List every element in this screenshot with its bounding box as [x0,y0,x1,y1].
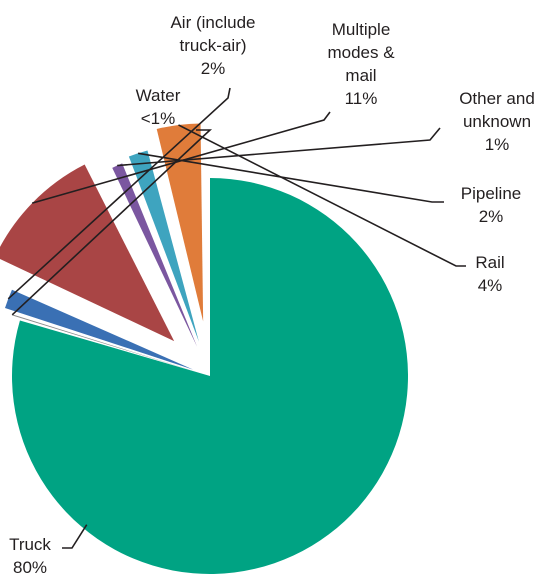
leader-line-pipeline [137,152,444,203]
pie-slice-water [12,314,202,374]
leader-line-truck [62,524,88,549]
pie-slice-pipeline [128,150,199,342]
slice-label-rail: Rail 4% [475,253,505,295]
leader-line-rail [178,124,466,267]
slice-label-multiple: Multiple modes & mail 11% [327,20,395,108]
pie-slice-truck [12,178,408,574]
slice-label-pipeline: Pipeline 2% [460,184,522,226]
leader-line-multiple [31,111,331,204]
pie-slice-other [112,163,198,347]
pie-slice-air [4,289,194,370]
slice-label-truck: Truck 80% [9,535,51,577]
leader-line-water [11,129,213,316]
leader-line-air [7,87,231,300]
slice-label-water: Water <1% [135,86,181,128]
pie-slice-multiple [0,164,175,342]
pie-slice-rail [156,123,204,322]
slice-label-air: Air (include truck-air) 2% [170,13,256,78]
slice-label-other: Other and unknown 1% [459,89,535,154]
leader-line-other [117,127,441,167]
